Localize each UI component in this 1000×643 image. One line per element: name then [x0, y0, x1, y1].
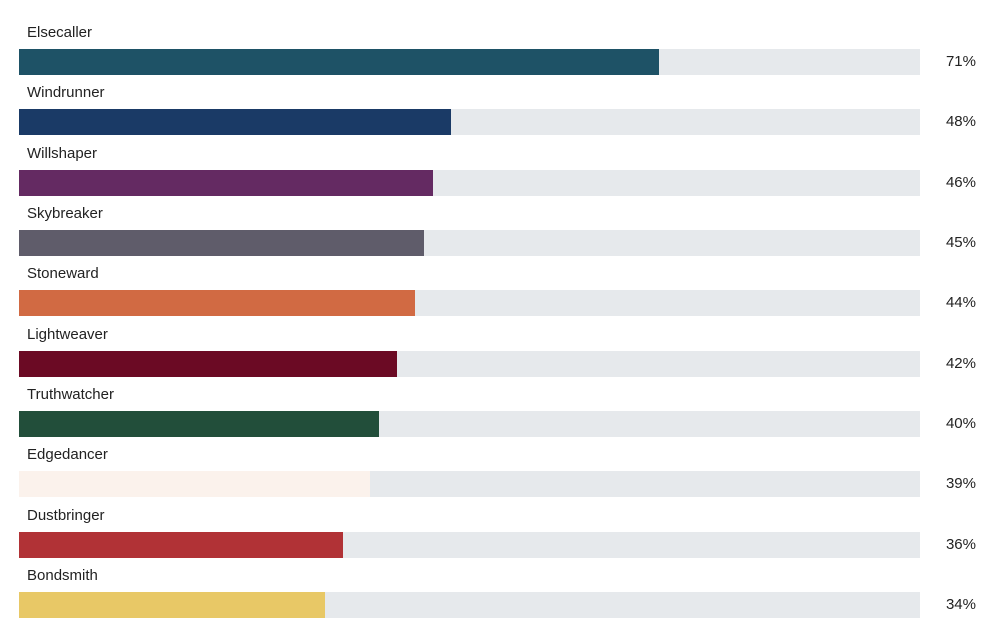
- bar-value-label: 39%: [945, 475, 976, 493]
- bar-track: [19, 49, 920, 75]
- bar: [19, 350, 398, 377]
- bar-value-label: 45%: [945, 234, 976, 252]
- bar-value-label: 42%: [945, 354, 976, 372]
- bar-value-label: 48%: [945, 113, 976, 131]
- bar-track: [19, 350, 920, 377]
- bar-track: [19, 290, 920, 317]
- bar-category-label: Truthwatcher: [27, 386, 114, 404]
- bar: [19, 290, 416, 317]
- bar-category-label: Windrunner: [27, 84, 105, 102]
- bar-row: Lightweaver 42%: [0, 326, 1000, 386]
- bar: [19, 230, 425, 257]
- bar-value-label: 46%: [945, 173, 976, 191]
- bar-category-label: Willshaper: [27, 144, 98, 162]
- bar: [19, 49, 659, 75]
- bar-track: [19, 592, 920, 619]
- bar-value-label: 71%: [945, 53, 976, 70]
- bar-row: Edgedancer 39%: [0, 446, 1000, 506]
- bar-row: Skybreaker 45%: [0, 205, 1000, 265]
- bar-category-label: Lightweaver: [27, 325, 108, 343]
- bar: [19, 169, 434, 196]
- bar-value-label: 44%: [945, 294, 976, 312]
- bar-value-label: 40%: [945, 415, 976, 433]
- bar-track: [19, 411, 920, 438]
- bar-value-label: 34%: [945, 596, 976, 614]
- bar-category-label: Elsecaller: [27, 24, 93, 41]
- bar-track: [19, 109, 920, 136]
- bar-track: [19, 230, 920, 257]
- bar: [19, 109, 452, 136]
- bar: [19, 411, 380, 438]
- bar: [19, 592, 326, 619]
- bar-row: Stoneward 44%: [0, 265, 1000, 325]
- bar-row: Dustbringer 36%: [0, 507, 1000, 567]
- bar-category-label: Bondsmith: [27, 567, 98, 585]
- bar: [19, 531, 344, 558]
- bar-category-label: Dustbringer: [27, 506, 105, 524]
- bar-track: [19, 471, 920, 498]
- bar-track: [19, 531, 920, 558]
- bar-row: Truthwatcher 40%: [0, 386, 1000, 446]
- bar-value-label: 36%: [945, 535, 976, 553]
- bar-row: Willshaper 46%: [0, 145, 1000, 205]
- bar-row: Elsecaller 71%: [0, 24, 1000, 84]
- bar-row: Bondsmith 34%: [0, 567, 1000, 627]
- bar-row: Windrunner 48%: [0, 84, 1000, 144]
- bar-category-label: Stoneward: [27, 265, 99, 283]
- bar-category-label: Edgedancer: [27, 446, 108, 464]
- bar: [19, 471, 371, 498]
- bar-category-label: Skybreaker: [27, 205, 103, 223]
- bar-track: [19, 169, 920, 196]
